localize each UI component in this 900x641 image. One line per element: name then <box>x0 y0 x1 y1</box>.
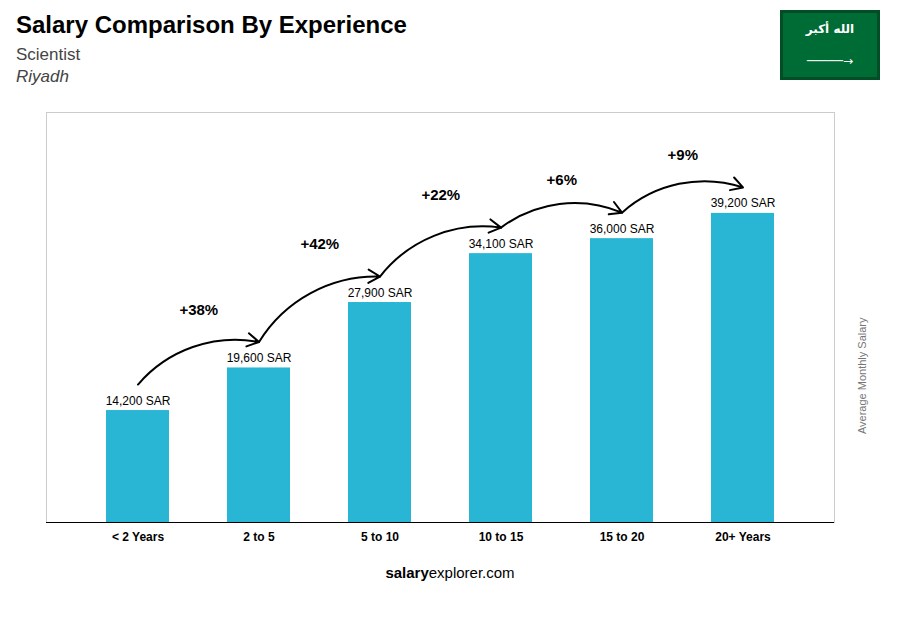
svg-text:15 to 20: 15 to 20 <box>600 530 645 544</box>
html-text:salary explorer.com: salary explorer.com <box>385 564 515 581</box>
svg-text:+38%: +38% <box>179 301 218 318</box>
html-text:Salary Comparison By Experienc: Salary Comparison By Experience <box>16 11 407 38</box>
html-text:Riyadh: Riyadh <box>16 67 69 86</box>
svg-text:+42%: +42% <box>300 235 339 252</box>
html-text:الله أكبر: الله أكبر <box>805 22 855 36</box>
svg-text:20+ Years: 20+ Years <box>715 530 771 544</box>
svg-text:14,200 SAR: 14,200 SAR <box>106 394 171 408</box>
svg-text:19,600 SAR: 19,600 SAR <box>227 351 292 365</box>
svg-text:< 2 Years: < 2 Years <box>112 530 164 544</box>
svg-text:+9%: +9% <box>668 146 698 163</box>
svg-text:27,900 SAR: 27,900 SAR <box>348 286 413 300</box>
svg-text:+22%: +22% <box>421 186 460 203</box>
svg-text:5 to 10: 5 to 10 <box>361 530 399 544</box>
svg-text:2 to 5: 2 to 5 <box>243 530 275 544</box>
html-text:Scientist: Scientist <box>16 45 81 64</box>
svg-text:36,000 SAR: 36,000 SAR <box>590 222 655 236</box>
svg-text:10 to 15: 10 to 15 <box>479 530 524 544</box>
svg-text:Average Monthly Salary: Average Monthly Salary <box>856 317 868 434</box>
svg-text:34,100 SAR: 34,100 SAR <box>469 237 534 251</box>
svg-text:+6%: +6% <box>547 171 577 188</box>
svg-text:39,200 SAR: 39,200 SAR <box>711 196 776 210</box>
